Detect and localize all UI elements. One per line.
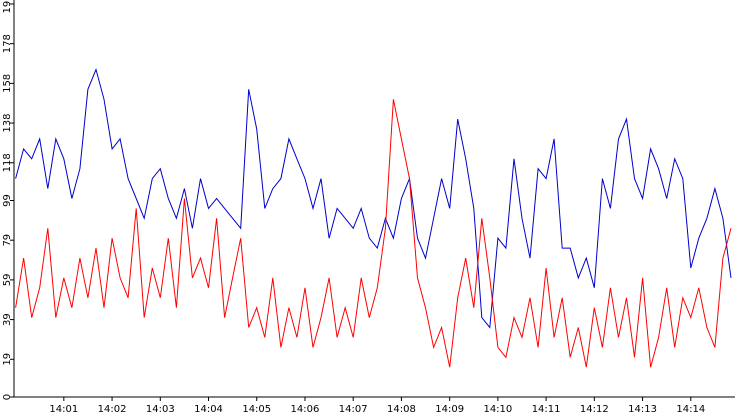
y-tick-label: 19	[2, 353, 13, 366]
y-tick-label: 198	[2, 0, 13, 14]
y-tick-label: 138	[2, 114, 13, 133]
x-tick-label: 14:12	[580, 404, 609, 415]
y-tick-label: 178	[2, 34, 13, 53]
x-tick-label: 14:14	[676, 404, 705, 415]
x-tick-label: 14:03	[146, 404, 175, 415]
x-tick-label: 14:08	[387, 404, 416, 415]
y-tick-label: 118	[2, 153, 13, 172]
x-tick-label: 14:01	[49, 404, 78, 415]
x-tick-label: 14:10	[483, 404, 512, 415]
x-tick-label: 14:05	[242, 404, 271, 415]
series-line	[15, 99, 732, 368]
x-tick-label: 14:09	[435, 404, 464, 415]
y-tick-label: 39	[2, 313, 13, 326]
x-tick-label: 14:06	[291, 404, 320, 415]
x-tick-label: 14:02	[98, 404, 127, 415]
series-line	[15, 67, 732, 329]
y-tick-label: 79	[2, 234, 13, 247]
x-tick-label: 14:04	[194, 404, 223, 415]
y-tick-label: 158	[2, 74, 13, 93]
x-tick-label: 14:11	[532, 404, 561, 415]
x-tick-label: 14:07	[339, 404, 368, 415]
x-tick-label: 14:13	[628, 404, 657, 415]
y-tick-label: 0	[2, 394, 13, 400]
y-tick-label: 99	[2, 194, 13, 207]
y-tick-label: 59	[2, 274, 13, 287]
